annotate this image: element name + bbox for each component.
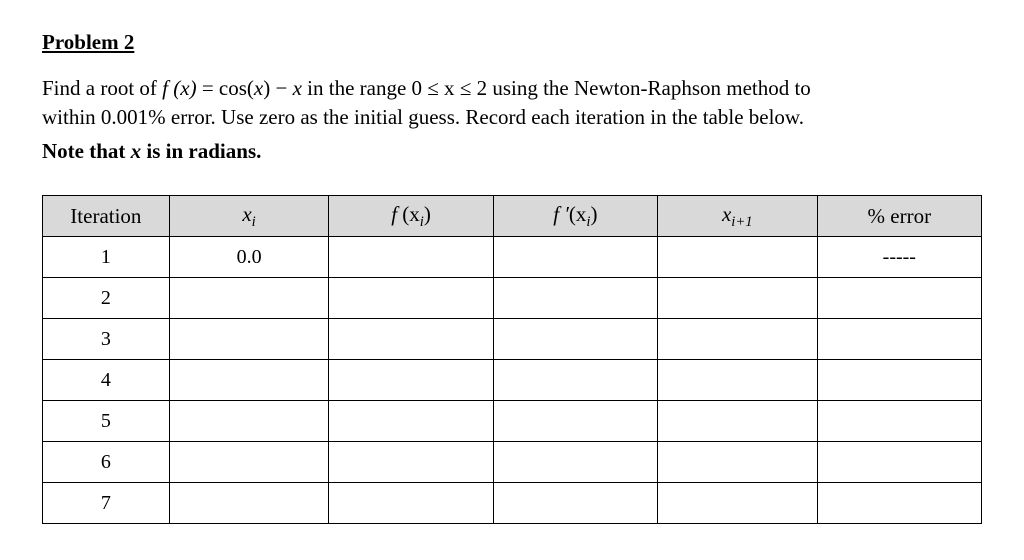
cell-err	[817, 319, 981, 360]
th-fxi-close: )	[424, 202, 431, 226]
prompt-after-cos: ) −	[263, 76, 292, 100]
iteration-table: Iteration xi f (xi) f ′(xi) xi+1 % error…	[42, 195, 982, 524]
cell-iteration: 2	[43, 278, 170, 319]
prompt-range: 0 ≤ x ≤ 2	[412, 76, 488, 100]
cell-fpxi	[493, 401, 657, 442]
cell-err	[817, 401, 981, 442]
cell-fxi	[329, 319, 493, 360]
th-fpxi: f ′(xi)	[493, 196, 657, 237]
table-row: 3	[43, 319, 982, 360]
th-iteration: Iteration	[43, 196, 170, 237]
cell-fpxi	[493, 278, 657, 319]
cell-xi	[169, 360, 329, 401]
table-body: 10.0 ----- 234567	[43, 237, 982, 524]
prompt-range-lead: in the range	[307, 76, 411, 100]
cell-iteration: 6	[43, 442, 170, 483]
prompt-fx-f: f	[162, 76, 173, 100]
cell-xi	[169, 483, 329, 524]
page: Problem 2 Find a root of f (x) = cos(x) …	[0, 0, 1024, 560]
cell-fxi	[329, 483, 493, 524]
th-xi-sub: i	[252, 214, 256, 230]
cell-fxi	[329, 360, 493, 401]
note-pre: Note that	[42, 139, 131, 163]
th-xi: xi	[169, 196, 329, 237]
cell-err	[817, 483, 981, 524]
cell-iteration: 4	[43, 360, 170, 401]
prompt-lead: Find a root of	[42, 76, 162, 100]
cell-err	[817, 360, 981, 401]
note-line: Note that x is in radians.	[42, 137, 982, 165]
th-xip1-sub: i+1	[731, 214, 752, 230]
cell-iteration: 7	[43, 483, 170, 524]
prompt-line2: within 0.001% error. Use zero as the ini…	[42, 105, 804, 129]
cell-xip1	[658, 360, 818, 401]
table-row: 2	[43, 278, 982, 319]
th-xip1: xi+1	[658, 196, 818, 237]
table-row: 6	[43, 442, 982, 483]
note-post: is in radians.	[141, 139, 261, 163]
th-xip1-sym: x	[722, 202, 731, 226]
cell-fxi	[329, 278, 493, 319]
cell-err	[817, 278, 981, 319]
prompt-x1: x	[254, 76, 263, 100]
cell-err	[817, 442, 981, 483]
cell-xi	[169, 319, 329, 360]
table-head: Iteration xi f (xi) f ′(xi) xi+1 % error	[43, 196, 982, 237]
cell-err: -----	[817, 237, 981, 278]
table-row: 5	[43, 401, 982, 442]
cell-xi: 0.0	[169, 237, 329, 278]
cell-xip1	[658, 401, 818, 442]
table-header-row: Iteration xi f (xi) f ′(xi) xi+1 % error	[43, 196, 982, 237]
th-fpxi-arg: (x	[569, 202, 587, 226]
cell-fxi	[329, 401, 493, 442]
cell-iteration: 3	[43, 319, 170, 360]
th-xi-sym: x	[242, 202, 251, 226]
th-fpxi-f: f ′	[553, 202, 569, 226]
cell-fpxi	[493, 319, 657, 360]
cell-xip1	[658, 319, 818, 360]
prompt-x2: x	[293, 76, 302, 100]
cell-xip1	[658, 278, 818, 319]
cell-fxi	[329, 237, 493, 278]
table-row: 4	[43, 360, 982, 401]
cell-fxi	[329, 442, 493, 483]
cell-xip1	[658, 237, 818, 278]
problem-prompt: Find a root of f (x) = cos(x) − x in the…	[42, 74, 982, 131]
th-err: % error	[817, 196, 981, 237]
cell-fpxi	[493, 483, 657, 524]
cell-xi	[169, 442, 329, 483]
th-fxi: f (xi)	[329, 196, 493, 237]
cell-xip1	[658, 483, 818, 524]
problem-heading: Problem 2	[42, 28, 982, 56]
cell-fpxi	[493, 360, 657, 401]
table-row: 7	[43, 483, 982, 524]
cell-iteration: 5	[43, 401, 170, 442]
cell-xi	[169, 278, 329, 319]
prompt-range-tail: using the Newton-Raphson method to	[492, 76, 810, 100]
cell-xi	[169, 401, 329, 442]
th-fxi-f: f	[391, 202, 402, 226]
th-fxi-arg: (x	[402, 202, 420, 226]
table-row: 10.0 -----	[43, 237, 982, 278]
th-fpxi-close: )	[590, 202, 597, 226]
cell-iteration: 1	[43, 237, 170, 278]
prompt-eq: = cos(	[202, 76, 254, 100]
cell-xip1	[658, 442, 818, 483]
note-x: x	[131, 139, 142, 163]
cell-fpxi	[493, 442, 657, 483]
prompt-fx-arg: (x)	[173, 76, 196, 100]
cell-fpxi	[493, 237, 657, 278]
